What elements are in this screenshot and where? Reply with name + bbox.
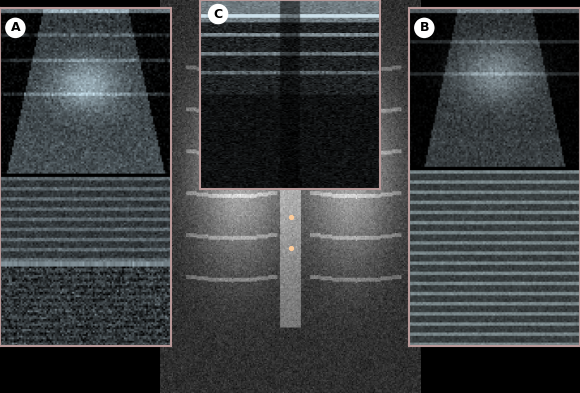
Text: C: C bbox=[213, 7, 223, 20]
Text: B: B bbox=[419, 21, 429, 34]
Text: A: A bbox=[10, 21, 20, 34]
